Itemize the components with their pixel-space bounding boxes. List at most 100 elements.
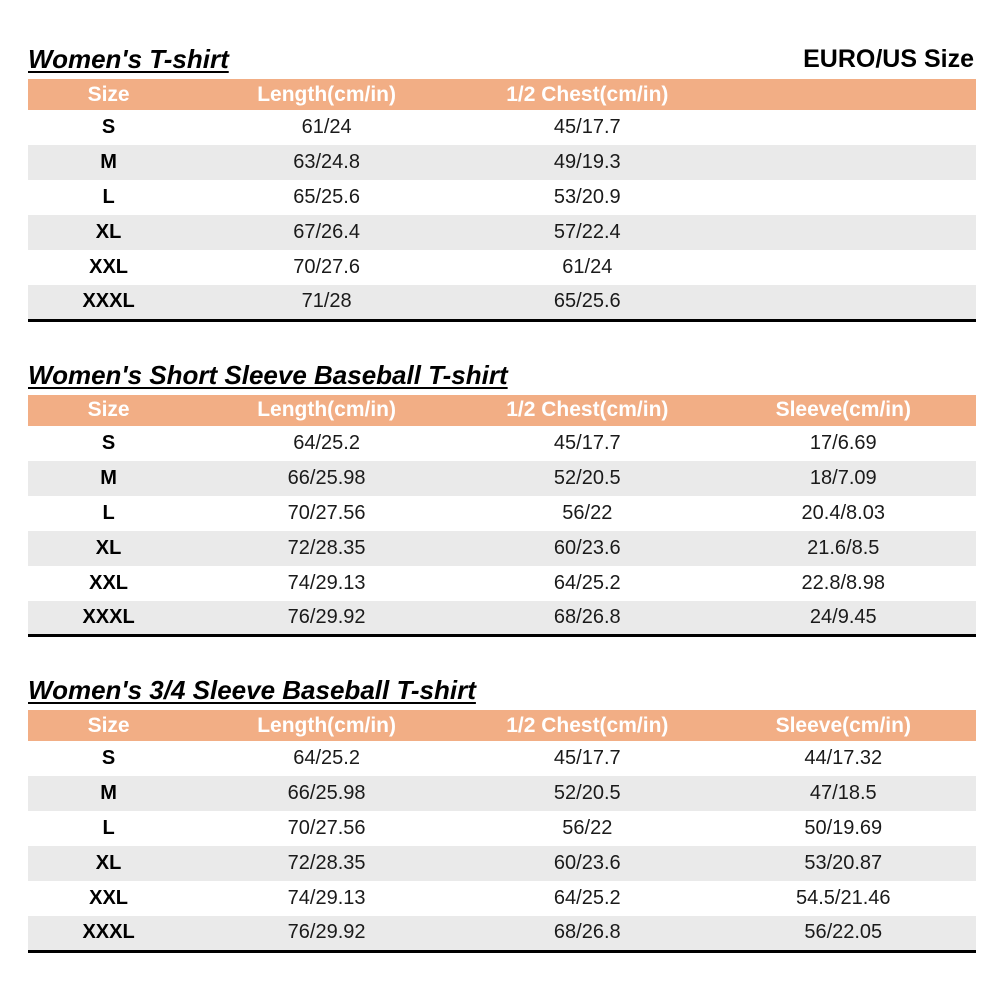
size-row: S 61/24 45/17.7 <box>28 110 976 145</box>
measurement-cell: 21.6/8.5 <box>807 536 880 559</box>
size-row: M 66/25.98 52/20.5 47/18.5 <box>28 776 976 811</box>
section-three-quarter-sleeve-baseball: Women's 3/4 Sleeve Baseball T-shirt Size… <box>28 675 976 953</box>
measurement-cell: 49/19.3 <box>553 151 621 173</box>
measurement-cell: 63/24.8 <box>293 151 360 173</box>
measurement-cell: 68/26.8 <box>553 921 621 944</box>
table-title-short-sleeve-baseball: Women's Short Sleeve Baseball T-shirt <box>28 359 508 390</box>
measurement-cell: 61/24 <box>301 116 352 138</box>
column-header: Size <box>28 710 190 741</box>
title-row: Women's 3/4 Sleeve Baseball T-shirt <box>28 675 976 705</box>
column-header <box>710 79 976 110</box>
measurement-cell: 52/20.5 <box>553 782 621 804</box>
table-title-womens-tshirt: Women's T-shirt <box>28 44 229 74</box>
measurement-cell: 45/17.7 <box>553 431 621 454</box>
size-row: XXL 70/27.6 61/24 <box>28 250 976 285</box>
size-row: XXL 74/29.13 64/25.2 22.8/8.98 <box>28 566 976 601</box>
header-row: Size Length(cm/in) 1/2 Chest(cm/in) Sleeve(… <box>28 394 976 426</box>
measurement-cell: 52/20.5 <box>553 466 621 489</box>
size-label-cell: XXL <box>89 256 129 278</box>
measurement-cell <box>711 250 976 285</box>
measurement-cell: 53/20.87 <box>804 852 883 874</box>
header-row: Size Length(cm/in) 1/2 Chest(cm/in) <box>28 79 976 110</box>
size-label-cell: L <box>102 186 115 208</box>
size-row: L 70/27.56 56/22 50/19.69 <box>28 811 976 846</box>
measurement-cell: 56/22 <box>562 501 613 524</box>
size-row: S 64/25.2 45/17.7 44/17.32 <box>28 741 976 776</box>
size-row: L 65/25.6 53/20.9 <box>28 180 976 215</box>
section-short-sleeve-baseball: Women's Short Sleeve Baseball T-shirt Si… <box>28 360 976 637</box>
size-row: M 63/24.8 49/19.3 <box>28 145 976 180</box>
size-label-cell: XL <box>95 221 122 243</box>
measurement-cell: 68/26.8 <box>553 605 621 628</box>
size-label-cell: S <box>101 116 116 138</box>
measurement-cell: 53/20.9 <box>553 186 621 208</box>
title-row: Women's T-shirt EURO/US Size <box>28 44 976 74</box>
measurement-cell: 17/6.69 <box>809 431 877 454</box>
measurement-cell <box>711 145 976 180</box>
size-row: XXXL 76/29.92 68/26.8 56/22.05 <box>28 916 976 951</box>
size-label-cell: S <box>101 431 116 454</box>
size-label-cell: XXL <box>89 571 129 594</box>
measurement-cell <box>711 285 976 320</box>
title-row: Women's Short Sleeve Baseball T-shirt <box>28 360 976 390</box>
measurement-cell: 64/25.2 <box>293 747 360 769</box>
size-row: XXXL 76/29.92 68/26.8 24/9.45 <box>28 600 976 636</box>
measurement-cell: 56/22.05 <box>804 921 883 944</box>
measurement-cell: 71/28 <box>301 290 352 313</box>
measurement-cell: 65/25.6 <box>553 290 621 313</box>
column-header: Length(cm/in) <box>189 394 465 426</box>
size-row: XL 72/28.35 60/23.6 21.6/8.5 <box>28 530 976 566</box>
size-label-cell: L <box>102 501 115 524</box>
measurement-cell: 56/22 <box>562 817 613 839</box>
size-label-cell: XL <box>95 536 122 559</box>
column-header: 1/2 Chest(cm/in) <box>464 394 711 426</box>
size-table-short-sleeve-baseball: Size Length(cm/in) 1/2 Chest(cm/in) Sleeve(… <box>28 394 976 637</box>
measurement-cell: 57/22.4 <box>553 221 621 243</box>
size-label-cell: XXXL <box>82 290 135 313</box>
size-row: XL 67/26.4 57/22.4 <box>28 215 976 250</box>
measurement-cell: 24/9.45 <box>809 605 877 628</box>
column-header: 1/2 Chest(cm/in) <box>464 710 711 741</box>
column-header: Sleeve(cm/in) <box>710 710 976 741</box>
measurement-cell: 64/25.2 <box>553 571 621 594</box>
size-row: S 64/25.2 45/17.7 17/6.69 <box>28 426 976 461</box>
column-header: Sleeve(cm/in) <box>710 394 976 426</box>
measurement-cell: 70/27.56 <box>287 817 366 839</box>
section-womens-tshirt: Women's T-shirt EURO/US Size Size Length(… <box>28 44 976 322</box>
measurement-cell: 64/25.2 <box>553 887 621 909</box>
size-standard-label: EURO/US Size <box>803 45 974 73</box>
measurement-cell: 72/28.35 <box>287 536 366 559</box>
size-row: XXXL 71/28 65/25.6 <box>28 285 976 320</box>
measurement-cell: 54.5/21.46 <box>796 887 891 909</box>
column-header: Size <box>28 394 190 426</box>
column-header: 1/2 Chest(cm/in) <box>464 79 711 110</box>
measurement-cell: 64/25.2 <box>293 431 360 454</box>
size-label-cell: XXL <box>89 887 129 909</box>
measurement-cell: 18/7.09 <box>809 466 877 489</box>
size-row: L 70/27.56 56/22 20.4/8.03 <box>28 496 976 531</box>
measurement-cell: 61/24 <box>562 256 613 278</box>
measurement-cell: 22.8/8.98 <box>801 571 885 594</box>
measurement-cell: 74/29.13 <box>287 887 366 909</box>
measurement-cell: 65/25.6 <box>293 186 360 208</box>
measurement-cell: 20.4/8.03 <box>801 501 885 524</box>
measurement-cell: 74/29.13 <box>287 571 366 594</box>
measurement-cell <box>711 110 976 145</box>
size-label-cell: XXXL <box>82 605 135 628</box>
measurement-cell: 60/23.6 <box>553 852 621 874</box>
measurement-cell: 45/17.7 <box>553 747 621 769</box>
measurement-cell: 70/27.6 <box>293 256 360 278</box>
size-label-cell: M <box>100 466 117 489</box>
size-label-cell: XL <box>95 852 122 874</box>
measurement-cell: 45/17.7 <box>553 116 621 138</box>
table-title-three-quarter-sleeve-baseball: Women's 3/4 Sleeve Baseball T-shirt <box>28 675 476 705</box>
size-row: M 66/25.98 52/20.5 18/7.09 <box>28 460 976 496</box>
measurement-cell: 44/17.32 <box>804 747 883 769</box>
measurement-cell: 67/26.4 <box>293 221 360 243</box>
size-row: XXL 74/29.13 64/25.2 54.5/21.46 <box>28 881 976 916</box>
size-table-three-quarter-sleeve-baseball: Size Length(cm/in) 1/2 Chest(cm/in) Sleeve(… <box>28 710 976 953</box>
size-table-womens-tshirt: Size Length(cm/in) 1/2 Chest(cm/in) S 61/24 4… <box>28 79 976 322</box>
measurement-cell <box>711 180 976 215</box>
measurement-cell <box>711 215 976 250</box>
